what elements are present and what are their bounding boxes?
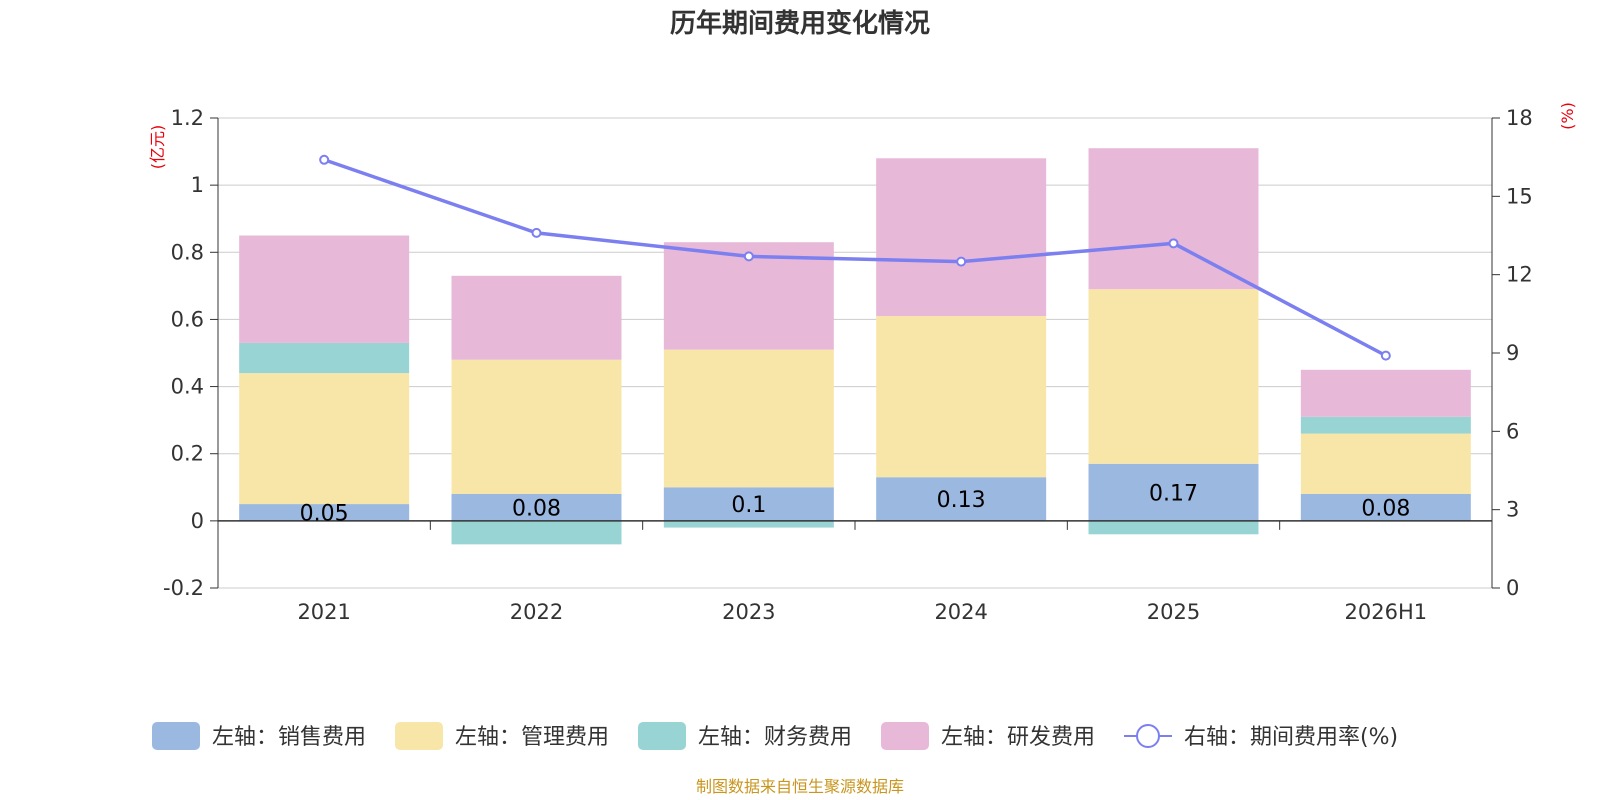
bar-segment: [663, 349, 834, 488]
left-axis-unit: (亿元): [148, 125, 167, 170]
bar-segment: [1300, 433, 1471, 494]
data-label: 0.17: [1149, 481, 1198, 506]
left-tick-label: 0.4: [171, 375, 204, 399]
x-tick-label: 2024: [934, 600, 987, 624]
left-tick-label: 0.2: [171, 442, 204, 466]
rate-line: [323, 158, 1387, 358]
x-tick-label: 2023: [722, 600, 775, 624]
left-tick-label: -0.2: [163, 576, 204, 600]
rate-point: [1168, 238, 1179, 249]
legend-label: 左轴：财务费用: [698, 725, 852, 750]
chart-title: 历年期间费用变化情况: [670, 8, 930, 39]
bar-segment: [1300, 494, 1471, 521]
data-label: 0.1: [731, 493, 766, 518]
bar-segment: [876, 158, 1047, 317]
left-tick-label: 1: [191, 173, 204, 197]
bar-segment: [239, 235, 410, 343]
bar-segment: [239, 342, 410, 374]
legend-marker: [1136, 724, 1160, 748]
bar-segment: [1088, 520, 1259, 535]
legend-label: 左轴：销售费用: [212, 725, 366, 750]
legend-swatch: [152, 722, 200, 750]
rate-point: [319, 154, 330, 165]
bar-segment: [1088, 289, 1259, 464]
right-tick-label: 15: [1506, 184, 1533, 208]
rate-point: [956, 256, 967, 267]
left-tick-label: 0: [191, 509, 204, 533]
rate-point: [743, 251, 754, 262]
bar-segment: [876, 316, 1047, 478]
legend-swatch: [638, 722, 686, 750]
bar-segment: [1088, 148, 1259, 290]
data-label: 0.08: [512, 496, 561, 521]
right-tick-label: 0: [1506, 576, 1519, 600]
left-tick-label: 0.6: [171, 307, 204, 331]
data-label: 0.05: [300, 501, 349, 526]
bar-segment: [451, 359, 622, 494]
rate-point: [531, 227, 542, 238]
right-tick-label: 6: [1506, 419, 1519, 443]
bar-segment: [663, 487, 834, 521]
data-label: 0.08: [1361, 496, 1410, 521]
bar-segment: [239, 504, 410, 521]
bar-segment: [451, 275, 622, 360]
bar-segment: [663, 520, 834, 528]
bar-segment: [451, 520, 622, 545]
rate-line-layer: [319, 154, 1391, 361]
legend-label: 左轴：研发费用: [941, 725, 1095, 750]
bar-segment: [1088, 463, 1259, 521]
legend-swatch: [395, 722, 443, 750]
bar-segment: [1300, 369, 1471, 417]
source-note: 制图数据来自恒生聚源数据库: [696, 777, 904, 796]
bar-segment: [876, 477, 1047, 521]
legend-label: 左轴：管理费用: [455, 725, 609, 750]
left-tick-label: 0.8: [171, 240, 204, 264]
x-tick-label: 2021: [297, 600, 350, 624]
right-axis-unit: (%): [1558, 102, 1577, 130]
legend-swatch: [881, 722, 929, 750]
right-tick-label: 12: [1506, 263, 1533, 287]
data-labels-layer: 0.05 0.08 0.1 0.13 0.17 0.08: [300, 481, 1411, 526]
bar-segment: [239, 373, 410, 505]
right-tick-label: 9: [1506, 341, 1519, 365]
left-tick-label: 1.2: [171, 106, 204, 130]
x-tick-label: 2025: [1147, 600, 1200, 624]
rate-point: [1380, 350, 1391, 361]
axes-layer: -0.2 0 0.2 0.4 0.6 0.8 1 1.2 0 3 6 9 12 15 18 2021 2022 2…: [163, 106, 1533, 624]
x-tick-label: 2026H1: [1345, 600, 1428, 624]
data-label: 0.13: [937, 488, 986, 513]
right-tick-label: 3: [1506, 498, 1519, 522]
bars-layer: [239, 148, 1471, 545]
bar-segment: [1300, 416, 1471, 434]
legend: 左轴：销售费用 左轴：管理费用 左轴：财务费用 左轴：研发费用 右轴：期间费用率(%): [152, 722, 1398, 750]
right-tick-label: 18: [1506, 106, 1533, 130]
legend-label: 右轴：期间费用率(%): [1184, 725, 1398, 750]
x-tick-label: 2022: [510, 600, 563, 624]
bar-segment: [451, 494, 622, 521]
